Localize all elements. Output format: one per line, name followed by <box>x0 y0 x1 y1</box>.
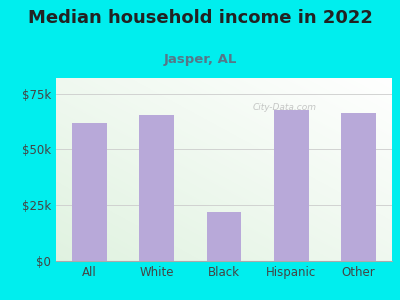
Bar <box>341 112 376 261</box>
Bar <box>274 110 309 261</box>
Bar <box>206 212 242 261</box>
Text: Median household income in 2022: Median household income in 2022 <box>28 9 372 27</box>
Bar <box>139 115 174 261</box>
Text: City-Data.com: City-Data.com <box>252 103 316 112</box>
Text: Jasper, AL: Jasper, AL <box>163 52 237 65</box>
Bar <box>72 123 107 261</box>
